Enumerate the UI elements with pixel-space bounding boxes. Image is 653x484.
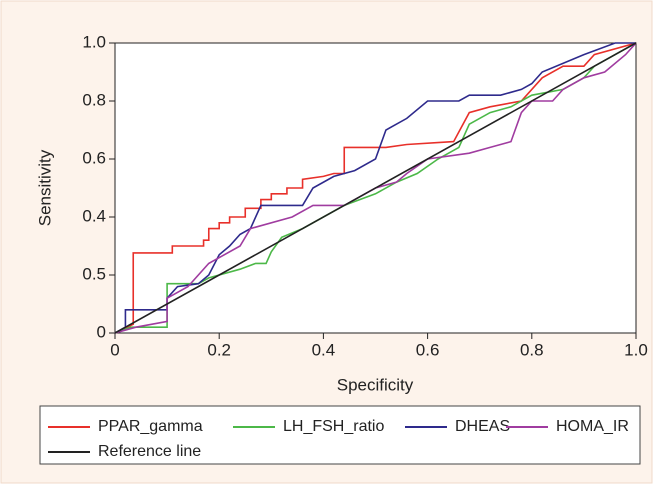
- y-axis-label: Sensitivity: [35, 149, 54, 226]
- roc-line: [114, 42, 637, 334]
- x-tick-label: 0.4: [312, 340, 336, 359]
- x-tick-label: 0.2: [207, 340, 231, 359]
- y-tick-label: 0.8: [82, 90, 106, 109]
- legend-label: DHEAS: [455, 418, 510, 435]
- y-tick-label: 0.4: [82, 206, 106, 225]
- roc-line: [114, 42, 637, 334]
- legend-label: Reference line: [98, 443, 201, 460]
- x-tick-label: 0.8: [520, 340, 544, 359]
- roc-line: [114, 42, 637, 334]
- legend: [39, 405, 641, 465]
- y-tick-label: 0: [97, 322, 106, 341]
- legend-label: LH_FSH_ratio: [283, 418, 384, 435]
- x-tick-label: 0: [110, 340, 119, 359]
- roc-line: [114, 42, 636, 334]
- legend-label: PPAR_gamma: [98, 418, 203, 435]
- legend-label: HOMA_IR: [556, 418, 629, 435]
- y-tick-label: 1.0: [82, 32, 106, 51]
- x-axis-label: Specificity: [337, 375, 414, 394]
- x-tick-label: 0.6: [416, 340, 440, 359]
- x-tick-label: 1.0: [624, 340, 648, 359]
- y-tick-label: 0.6: [82, 148, 106, 167]
- y-tick-label: 0.5: [82, 264, 106, 283]
